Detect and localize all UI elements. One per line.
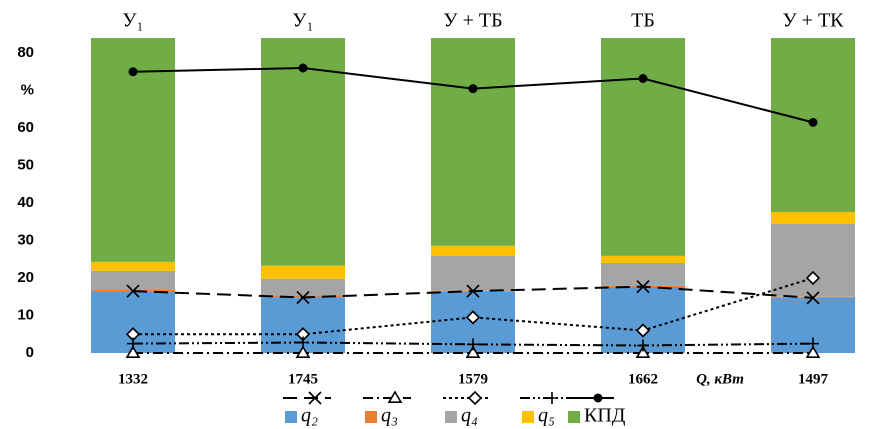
top-label: У₁ xyxy=(292,10,313,32)
marker xyxy=(128,67,138,77)
marker xyxy=(637,339,649,352)
marker xyxy=(808,117,818,127)
bar-segment xyxy=(91,261,175,271)
marker xyxy=(636,280,650,294)
marker xyxy=(807,337,819,350)
x-tick-label: 1332 xyxy=(118,371,148,387)
marker xyxy=(638,74,648,83)
bar-segment xyxy=(431,245,515,256)
legend-swatch xyxy=(365,411,377,423)
marker xyxy=(308,391,322,405)
marker xyxy=(466,284,480,298)
y-tick-label: 30 xyxy=(17,231,34,248)
top-label: У + ТК xyxy=(783,10,845,32)
bar-segment xyxy=(601,255,685,263)
marker xyxy=(296,290,310,305)
top-label: ТБ xyxy=(631,10,655,32)
y-tick-label: 0 xyxy=(26,344,34,361)
y-tick-label: 60 xyxy=(17,119,34,136)
legend-label: q₃ xyxy=(381,405,398,427)
legend-swatch xyxy=(522,411,534,423)
marker xyxy=(593,393,603,403)
top-label: У + ТБ xyxy=(443,10,502,32)
x-axis-label: Q, кВт xyxy=(696,371,744,387)
bar-segment xyxy=(771,212,855,224)
x-tick-label: 1497 xyxy=(798,371,829,387)
bar-segment xyxy=(261,38,345,266)
marker xyxy=(298,63,308,73)
marker xyxy=(468,84,478,94)
legend-swatch xyxy=(445,411,457,423)
top-label: У₁ xyxy=(122,10,143,32)
legend-label: q₄ xyxy=(461,405,478,427)
marker xyxy=(546,392,558,404)
bar-segment xyxy=(431,255,515,291)
legend-label: q₅ xyxy=(538,405,555,427)
marker xyxy=(295,345,311,358)
bar-segment xyxy=(261,278,345,296)
x-tick-label: 1579 xyxy=(458,371,488,387)
bar-segment xyxy=(771,224,855,297)
bar-segment xyxy=(91,270,175,290)
marker xyxy=(126,284,140,298)
marker xyxy=(805,345,821,358)
y-tick-label: 80 xyxy=(17,44,34,61)
x-tick-label: 1745 xyxy=(288,371,318,387)
marker xyxy=(467,338,479,351)
marker xyxy=(125,345,141,358)
bar-segment xyxy=(431,38,515,246)
marker xyxy=(465,310,481,325)
marker xyxy=(297,336,309,349)
marker xyxy=(467,390,483,406)
x-tick-label: 1662 xyxy=(628,371,658,387)
y-tick-label: 50 xyxy=(17,156,34,173)
marker xyxy=(387,390,403,403)
y-tick-label: 10 xyxy=(17,306,34,323)
marker xyxy=(635,345,651,358)
marker xyxy=(635,323,651,338)
y-tick-label: % xyxy=(21,81,34,98)
y-tick-label: 20 xyxy=(17,269,34,286)
legend-label: КПД xyxy=(584,405,626,427)
line xyxy=(133,277,814,336)
marker xyxy=(127,337,139,350)
legend-swatch xyxy=(285,411,297,423)
bar-segment xyxy=(601,38,685,256)
marker xyxy=(465,345,481,358)
legend-label: q₂ xyxy=(301,405,318,427)
legend-swatch xyxy=(568,411,580,423)
bar-segment xyxy=(261,265,345,279)
bar-segment xyxy=(601,263,685,286)
marker xyxy=(806,291,820,305)
marker xyxy=(805,270,821,286)
y-tick-label: 40 xyxy=(17,194,34,211)
